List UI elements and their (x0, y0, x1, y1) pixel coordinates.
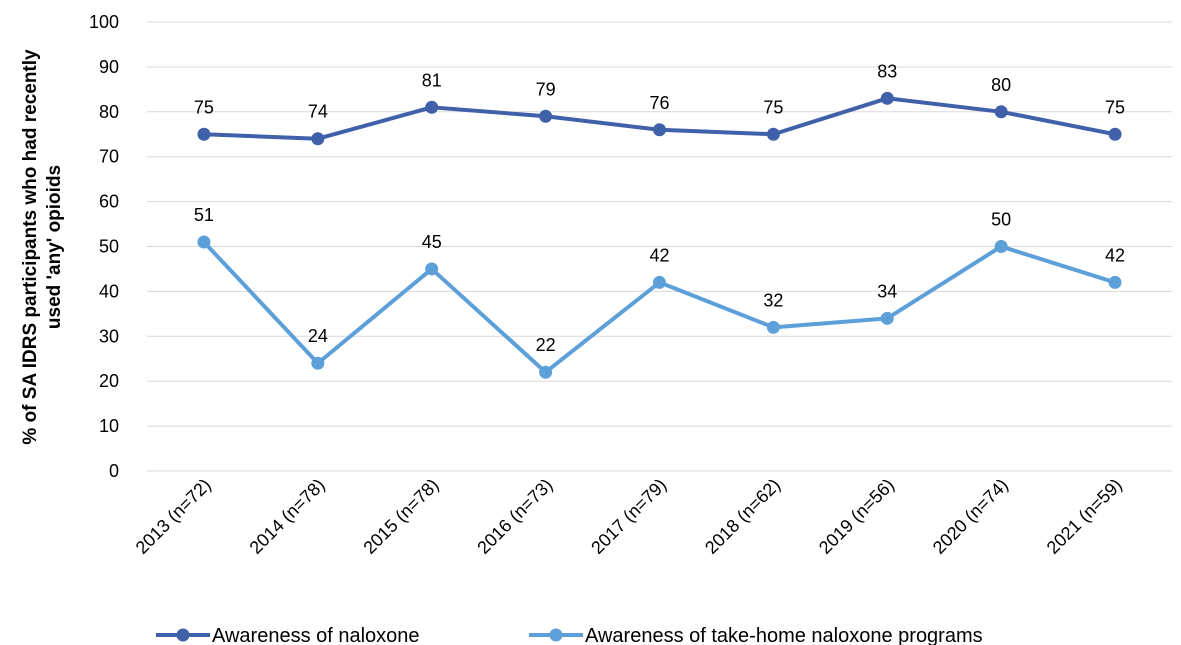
series-2-point (766, 320, 780, 334)
series-2-point (1108, 275, 1122, 289)
series-1-point (539, 109, 553, 123)
x-axis-ticks: 2013 (n=72) 2014 (n=78) 2015 (n=78) 2016 (n… (132, 475, 1126, 558)
data-labels: 75 74 81 79 76 75 83 80 75 51 24 45 22 42 32 34 50 42 (194, 61, 1125, 355)
x-tick-label: 2013 (n=72) (132, 475, 215, 558)
series-1-data-label: 80 (991, 75, 1011, 95)
series-1-point (653, 123, 666, 137)
x-tick-label: 2019 (n=56) (815, 475, 898, 558)
series-1-point (994, 105, 1008, 119)
x-tick-label: 2014 (n=78) (246, 475, 329, 558)
series-1-data-label: 76 (649, 93, 669, 113)
y-tick-label: 60 (99, 192, 119, 212)
series-2-data-label: 45 (422, 232, 442, 252)
series-layer (197, 91, 1122, 379)
y-tick-label: 70 (99, 147, 119, 167)
series-2-data-label: 42 (1105, 245, 1125, 265)
series-1-point (425, 100, 439, 114)
series-1-data-label: 74 (308, 102, 328, 122)
series-1-data-label: 75 (1105, 97, 1125, 117)
y-tick-label: 30 (99, 326, 119, 346)
y-axis-title-line1: % of SA IDRS participants who had recent… (20, 49, 41, 445)
series-2-data-label: 34 (877, 281, 897, 301)
legend-marker-2 (549, 628, 563, 642)
x-tick-label: 2015 (n=78) (359, 475, 442, 558)
series-2-point (425, 262, 439, 276)
series-2-point (539, 365, 553, 379)
series-1-point (311, 132, 325, 146)
y-tick-label: 20 (99, 371, 119, 391)
series-1-data-label: 79 (536, 79, 556, 99)
gridlines (147, 21, 1172, 472)
x-tick-label: 2017 (n=79) (587, 475, 670, 558)
legend-marker-1 (176, 628, 190, 642)
x-tick-label: 2016 (n=73) (473, 475, 556, 558)
series-1-point (1108, 127, 1122, 141)
series-2-point (311, 356, 325, 370)
y-axis-title-line2: used 'any' opioids (44, 165, 65, 329)
y-tick-label: 0 (109, 461, 119, 481)
series-1-data-label: 75 (194, 97, 214, 117)
series-2-point (197, 235, 211, 249)
series-2-data-label: 50 (991, 210, 1011, 230)
series-1-data-label: 83 (877, 61, 897, 81)
series-2-data-label: 42 (649, 245, 669, 265)
series-1-point (766, 127, 780, 141)
series-2-data-label: 32 (763, 290, 783, 310)
legend: Awareness of naloxone Awareness of take-h… (156, 625, 983, 645)
legend-label-2: Awareness of take-home naloxone programs (585, 625, 983, 645)
y-tick-label: 50 (99, 237, 119, 257)
x-tick-label: 2020 (n=74) (929, 475, 1012, 558)
series-1-point (197, 127, 211, 141)
series-1-point (880, 91, 894, 105)
series-2-data-label: 24 (308, 326, 328, 346)
y-axis-ticks: 0 10 20 30 40 50 60 70 80 90 100 (89, 12, 119, 481)
x-tick-label: 2018 (n=62) (701, 475, 784, 558)
series-2-data-label: 51 (194, 205, 214, 225)
series-2-data-label: 22 (536, 335, 556, 355)
series-1-data-label: 75 (763, 97, 783, 117)
y-tick-label: 10 (99, 416, 119, 436)
series-2-point (994, 240, 1008, 253)
series-2-point (880, 311, 894, 325)
series-1-data-label: 81 (422, 70, 442, 90)
y-tick-label: 40 (99, 281, 119, 301)
y-tick-label: 80 (99, 102, 119, 122)
y-tick-label: 100 (89, 12, 119, 32)
legend-label-1: Awareness of naloxone (212, 625, 420, 645)
y-tick-label: 90 (99, 57, 119, 77)
x-tick-label: 2021 (n=59) (1043, 475, 1126, 558)
series-2-point (653, 275, 666, 289)
